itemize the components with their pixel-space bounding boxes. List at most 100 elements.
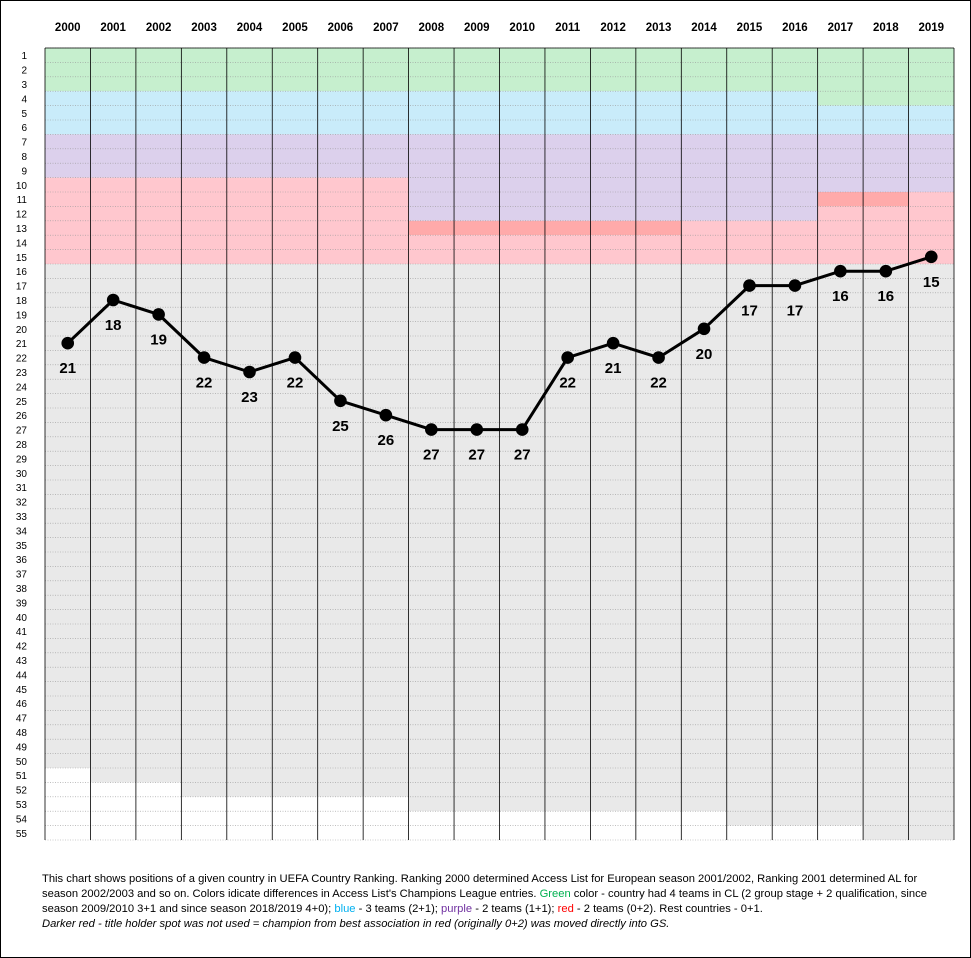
rank-label-23: 23 <box>16 368 28 379</box>
year-label-2000: 2000 <box>55 22 81 34</box>
rank-label-26: 26 <box>16 411 28 422</box>
ranking-point-2006 <box>334 394 347 408</box>
data-label-2013: 22 <box>650 375 667 392</box>
rank-label-34: 34 <box>16 526 28 537</box>
ranking-line <box>66 255 932 432</box>
rank-label-35: 35 <box>16 541 28 552</box>
zone-dark_red-2018 <box>863 192 909 207</box>
rank-label-54: 54 <box>16 814 28 825</box>
year-label-2010: 2010 <box>509 22 535 34</box>
data-label-2014: 20 <box>696 346 713 363</box>
zone-grey-2004 <box>226 264 273 797</box>
zone-grey-2008 <box>408 264 455 812</box>
vertical-gridlines <box>44 47 955 840</box>
zone-grey-2010 <box>499 264 545 812</box>
zone-red-2004 <box>226 177 273 264</box>
caption-text-5: - 2 teams (0+2). Rest countries - 0+1. <box>573 903 763 915</box>
zone-white-2016 <box>772 825 818 840</box>
horizontal-gridlines <box>45 47 954 841</box>
rank-label-52: 52 <box>16 786 28 797</box>
year-label-2006: 2006 <box>328 22 354 34</box>
zone-purple-2004 <box>226 134 273 178</box>
year-label-2003: 2003 <box>191 22 217 34</box>
zone-green-2004 <box>226 48 273 92</box>
rank-label-55: 55 <box>16 829 28 840</box>
year-label-2004: 2004 <box>237 22 263 34</box>
rank-label-19: 19 <box>16 310 28 321</box>
rank-label-15: 15 <box>16 253 28 264</box>
rank-label-53: 53 <box>16 800 28 811</box>
year-label-2018: 2018 <box>873 22 899 34</box>
rank-label-50: 50 <box>16 757 28 768</box>
ranking-point-2004 <box>243 365 256 379</box>
zone-white-2008 <box>408 811 455 840</box>
zone-dark_red-2008 <box>408 220 455 236</box>
rank-label-39: 39 <box>16 598 28 609</box>
rank-label-11: 11 <box>17 195 28 206</box>
zone-grey-2019 <box>908 264 954 840</box>
zone-green-2010 <box>499 48 545 92</box>
data-label-2001: 18 <box>105 317 122 334</box>
zone-dark_red-2010 <box>499 220 545 236</box>
zone-green-2003 <box>181 48 227 92</box>
zone-purple-2003 <box>181 134 227 178</box>
zone-blue-2004 <box>226 91 273 135</box>
rank-label-31: 31 <box>16 483 28 494</box>
rank-label-27: 27 <box>16 426 28 437</box>
data-label-2019: 15 <box>923 274 940 291</box>
zone-dark_red-2012 <box>590 220 636 236</box>
rank-label-30: 30 <box>16 469 28 480</box>
zone-green-2007 <box>363 48 409 92</box>
year-label-2019: 2019 <box>918 22 944 34</box>
rank-label-42: 42 <box>16 642 28 653</box>
zone-white-2003 <box>181 796 227 840</box>
ranking-point-2015 <box>743 279 756 292</box>
data-label-2012: 21 <box>605 360 622 377</box>
zone-dark_red-2013 <box>635 220 682 236</box>
zone-red-2008 <box>408 235 455 264</box>
caption-blue-word: blue <box>334 903 356 915</box>
ranking-chart: 2000 2001 2002 2003 2004 2005 2006 2007 2008 2009… <box>16 22 955 841</box>
zone-grey-2009 <box>454 264 500 812</box>
data-label-2017: 16 <box>832 288 849 305</box>
rank-label-37: 37 <box>16 570 28 581</box>
zone-white-2006 <box>317 796 364 840</box>
rank-label-47: 47 <box>16 714 28 725</box>
zone-grey-2014 <box>681 264 727 812</box>
zone-red-2015 <box>726 220 773 264</box>
zone-blue-2014 <box>681 91 727 135</box>
zone-blue-2012 <box>590 91 636 135</box>
zone-purple-2010 <box>499 134 545 221</box>
ranking-series <box>61 250 938 436</box>
zone-green-2015 <box>726 48 773 92</box>
data-label-2009: 27 <box>468 447 485 464</box>
zone-white-2010 <box>499 811 545 840</box>
ranking-point-2005 <box>288 351 302 364</box>
year-label-2008: 2008 <box>419 22 445 34</box>
caption-text-1: This chart shows positions of a given co… <box>42 873 918 900</box>
zone-blue-2001 <box>90 91 136 135</box>
rank-label-7: 7 <box>21 138 27 149</box>
ranking-point-2011 <box>561 351 574 364</box>
rank-label-10: 10 <box>16 181 28 192</box>
zone-green-2013 <box>635 48 682 92</box>
caption-text-3: - 3 teams (2+1); <box>355 903 442 915</box>
rank-label-9: 9 <box>21 166 27 177</box>
zone-green-2019 <box>908 48 954 106</box>
zone-purple-2009 <box>454 134 500 221</box>
zone-purple-2006 <box>317 134 364 178</box>
zone-dark_red-2017 <box>817 192 864 207</box>
rank-label-32: 32 <box>16 498 28 509</box>
zone-red-2016 <box>772 220 818 264</box>
zone-blue-2015 <box>726 91 773 135</box>
ranking-point-2001 <box>106 293 120 307</box>
year-label-2014: 2014 <box>691 22 717 34</box>
zone-green-2005 <box>272 48 318 92</box>
zone-green-2009 <box>454 48 500 92</box>
rank-label-6: 6 <box>21 123 27 134</box>
year-label-2011: 2011 <box>555 22 581 34</box>
rank-label-36: 36 <box>16 555 28 566</box>
zone-white-2005 <box>272 796 318 840</box>
zone-green-2002 <box>135 48 182 92</box>
caption-purple-word: purple <box>441 903 473 915</box>
